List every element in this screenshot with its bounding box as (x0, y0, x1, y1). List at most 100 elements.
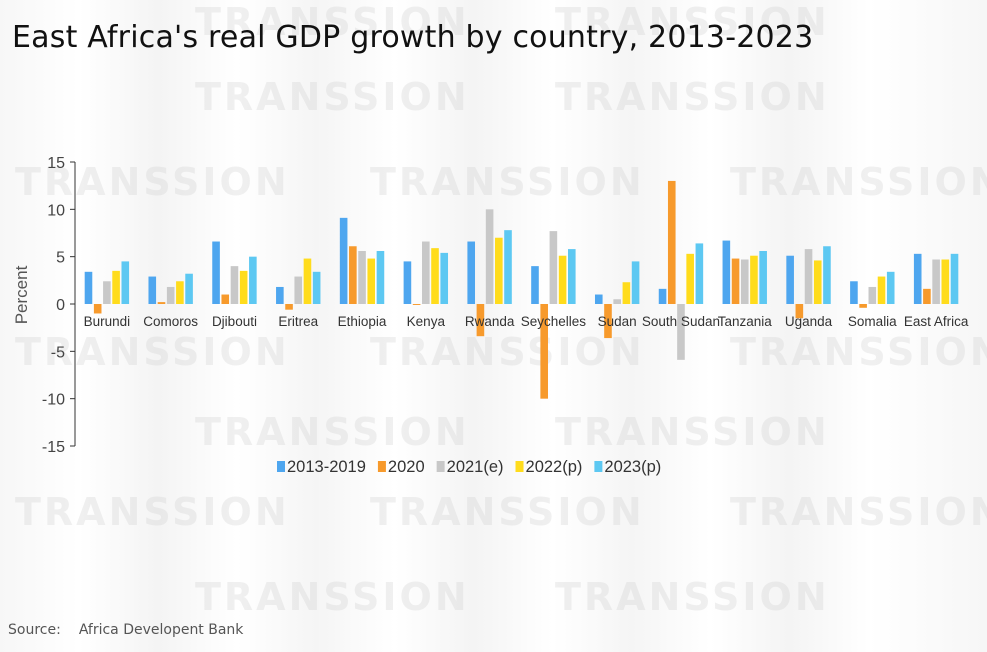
bar-2023p-east-africa (950, 253, 959, 304)
bar-2013-2019-seychelles (531, 266, 539, 304)
bar-2013-2019-uganda (786, 255, 794, 304)
bar-2023p-burundi (121, 261, 130, 304)
x-category-label: Uganda (785, 314, 833, 329)
bar-2022p-east-africa (941, 259, 950, 304)
bar-2022p-rwanda (495, 237, 503, 304)
y-tick-label: 0 (56, 297, 65, 314)
bar-2022p-eritrea (303, 258, 312, 304)
x-category-label: Djibouti (212, 314, 257, 329)
chart-title: East Africa's real GDP growth by country… (12, 20, 814, 55)
legend-label: 2022(p) (526, 458, 583, 476)
bar-2020-seychelles (540, 304, 548, 399)
bar-2021e-somalia (868, 286, 877, 304)
bar-2023p-south-sudan (695, 243, 704, 304)
x-category-label: Comoros (143, 314, 198, 329)
source-text: Africa Developent Bank (78, 622, 244, 638)
bar-2020-rwanda (476, 304, 485, 337)
bar-2020-burundi (93, 304, 102, 314)
y-tick-label: -5 (51, 344, 65, 361)
bar-2022p-comoros (176, 281, 184, 304)
bar-2023p-somalia (886, 271, 895, 304)
bar-2022p-burundi (112, 270, 120, 304)
bar-2013-2019-somalia (850, 281, 858, 304)
bar-2023p-ethiopia (376, 250, 385, 304)
bar-2022p-uganda (813, 260, 822, 304)
y-tick-label: 15 (47, 155, 65, 172)
source-label: Source: (8, 622, 61, 638)
bar-2021e-rwanda (485, 209, 494, 304)
bar-2021e-uganda (804, 249, 813, 304)
bar-2021e-comoros (166, 286, 175, 304)
bar-2020-kenya (412, 304, 421, 305)
bar-2020-somalia (859, 304, 867, 308)
x-category-label: Eritrea (278, 314, 318, 329)
y-axis-title: Percent (12, 265, 31, 324)
y-tick-label: 10 (47, 202, 65, 219)
bar-2021e-south-sudan (677, 304, 685, 360)
legend-swatch-2023p (594, 461, 603, 472)
bar-2023p-uganda (823, 246, 831, 304)
bar-2022p-seychelles (558, 255, 567, 304)
bar-2013-2019-eritrea (276, 286, 284, 304)
bar-2020-uganda (795, 304, 804, 319)
x-category-label: East Africa (904, 314, 969, 329)
bar-2013-2019-djibouti (212, 241, 220, 304)
bar-2013-2019-sudan (594, 294, 603, 304)
y-tick-label: -10 (42, 392, 65, 409)
bar-2023p-seychelles (567, 249, 576, 304)
bar-2020-ethiopia (349, 246, 357, 304)
legend-swatch-2013-2019 (277, 461, 285, 472)
bar-2013-2019-tanzania (722, 240, 731, 304)
bar-2013-2019-east-africa (913, 253, 922, 304)
bar-2021e-ethiopia (358, 250, 366, 304)
legend-label: 2013-2019 (287, 458, 366, 476)
bar-2020-east-africa (923, 288, 931, 304)
bar-2020-sudan (604, 304, 612, 339)
legend-swatch-2021e (436, 461, 445, 472)
legend-label: 2021(e) (447, 458, 504, 476)
x-category-label: Somalia (848, 314, 897, 329)
bar-2013-2019-burundi (84, 271, 93, 304)
bar-2020-south-sudan (667, 180, 676, 304)
bar-2022p-kenya (431, 248, 439, 304)
bar-2013-2019-kenya (403, 261, 412, 304)
y-tick-label: -15 (42, 439, 65, 456)
bar-2023p-sudan (631, 261, 640, 304)
bar-2013-2019-rwanda (467, 241, 476, 304)
bar-2022p-sudan (622, 282, 631, 304)
bar-2020-eritrea (285, 304, 293, 310)
bar-2021e-seychelles (549, 231, 558, 304)
bar-2021e-east-africa (932, 259, 940, 304)
bar-2023p-eritrea (312, 271, 321, 304)
bar-2023p-comoros (185, 273, 193, 304)
source-note: Source: Africa Developent Bank (8, 622, 243, 638)
bar-2022p-south-sudan (686, 253, 694, 304)
bar-2022p-ethiopia (367, 258, 376, 304)
x-category-label: South Sudan (642, 314, 720, 329)
y-tick-label: 5 (56, 250, 65, 267)
bar-2021e-sudan (613, 299, 621, 304)
legend-label: 2023(p) (604, 458, 661, 476)
x-category-label: Seychelles (521, 314, 587, 329)
x-category-label: Tanzania (718, 314, 773, 329)
x-category-label: Burundi (84, 314, 131, 329)
bar-2022p-djibouti (239, 270, 248, 304)
bar-2021e-djibouti (230, 266, 239, 304)
legend-swatch-2020 (377, 461, 386, 472)
bar-2021e-kenya (422, 241, 430, 304)
x-category-label: Ethiopia (338, 314, 387, 329)
bar-2022p-tanzania (750, 255, 758, 304)
bar-2020-comoros (157, 302, 166, 304)
x-category-label: Rwanda (465, 314, 515, 329)
bar-2013-2019-ethiopia (339, 217, 348, 304)
bar-2023p-tanzania (759, 250, 767, 304)
x-category-label: Sudan (598, 314, 637, 329)
bar-2021e-eritrea (294, 276, 303, 304)
bar-2021e-tanzania (740, 259, 749, 304)
bar-2023p-kenya (440, 252, 449, 304)
bar-2013-2019-south-sudan (658, 288, 667, 304)
bar-2022p-somalia (877, 276, 886, 304)
x-category-label: Kenya (407, 314, 446, 329)
bar-2013-2019-comoros (148, 276, 157, 304)
